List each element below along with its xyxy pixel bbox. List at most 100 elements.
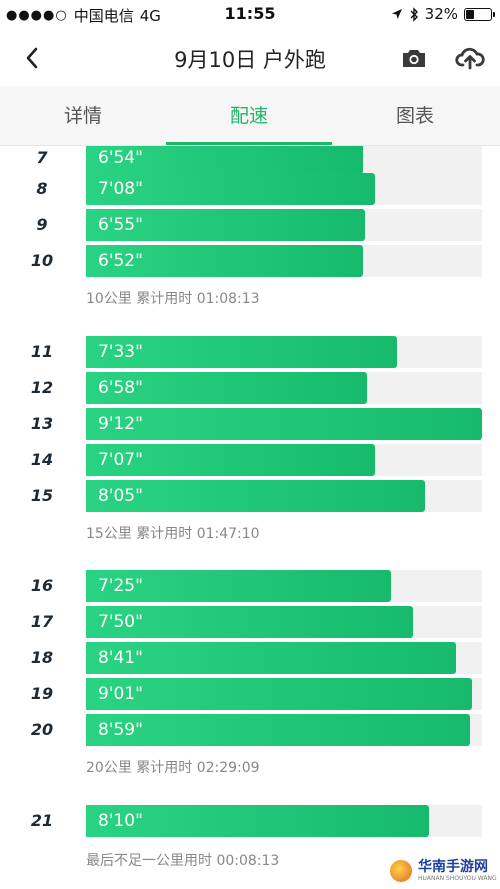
split-row: 14 7'07" [0, 444, 500, 476]
summary-last: 最后不足一公里用时 00:08:13 [86, 853, 280, 869]
tab-active-indicator [166, 142, 332, 145]
pace-value: 9'12" [98, 414, 143, 434]
watermark-logo-icon [388, 858, 414, 884]
bar-track: 7'07" [86, 444, 482, 476]
km-label: 21 [30, 811, 54, 830]
status-left: ●●●●○ 中国电信 4G [6, 5, 161, 26]
battery-icon [464, 7, 495, 21]
split-row: 13 9'12" [0, 408, 500, 440]
split-row: 17 7'50" [0, 606, 500, 638]
cloud-upload-icon [455, 47, 485, 70]
back-button[interactable] [16, 42, 48, 74]
km-label: 9 [36, 215, 48, 234]
nav-bar: 9月10日 户外跑 [0, 30, 500, 86]
bar-track: 8'59" [86, 714, 482, 746]
signal-strength-icon: ●●●●○ [6, 8, 68, 23]
bar-track: 6'54" [86, 146, 482, 174]
split-row: 15 8'05" [0, 480, 500, 512]
carrier-name: 中国电信 [73, 7, 134, 25]
bar-track: 6'55" [86, 209, 482, 241]
chevron-left-icon [26, 47, 38, 69]
pace-bar: 7'25" [86, 570, 391, 602]
battery-percent: 32% [424, 5, 458, 23]
km-label: 18 [30, 648, 54, 667]
pace-value: 8'41" [98, 648, 143, 668]
split-row: 11 7'33" [0, 336, 500, 368]
pace-value: 9'01" [98, 684, 143, 704]
km-label: 8 [36, 179, 48, 198]
bar-track: 7'33" [86, 336, 482, 368]
bar-track: 6'52" [86, 245, 482, 277]
camera-icon [403, 50, 425, 67]
pace-list[interactable]: 7 6'54" 8 7'08" 9 6'55" 10 6'52" 10公里 累计… [0, 146, 500, 889]
bar-track: 6'58" [86, 372, 482, 404]
pace-value: 8'10" [98, 811, 143, 831]
km-label: 15 [30, 486, 54, 505]
location-arrow-icon [391, 9, 402, 19]
tab-charts[interactable]: 图表 [395, 105, 434, 127]
pace-value: 7'50" [98, 612, 143, 632]
summary-15km: 15公里 累计用时 01:47:10 [86, 526, 260, 542]
pace-value: 7'07" [98, 450, 143, 470]
km-label: 10 [30, 251, 54, 270]
pace-bar: 7'33" [86, 336, 397, 368]
pace-bar: 6'54" [86, 146, 363, 174]
split-row: 16 7'25" [0, 570, 500, 602]
km-label: 20 [30, 720, 54, 739]
camera-button[interactable] [398, 42, 430, 74]
tab-pace[interactable]: 配速 [229, 105, 268, 127]
bluetooth-icon [410, 6, 418, 22]
watermark-text: 华南手游网 HUANAN SHOUYOU WANG [418, 860, 497, 882]
bar-track: 8'10" [86, 805, 482, 837]
pace-bar: 8'59" [86, 714, 470, 746]
watermark-sub: HUANAN SHOUYOU WANG [418, 875, 497, 882]
watermark-main: 华南手游网 [418, 859, 488, 875]
pace-bar: 8'10" [86, 805, 429, 837]
bar-track: 7'08" [86, 173, 482, 205]
split-row: 21 8'10" [0, 805, 500, 837]
pace-bar: 6'52" [86, 245, 363, 277]
split-row: 19 9'01" [0, 678, 500, 710]
km-label: 19 [30, 684, 54, 703]
km-label: 13 [30, 414, 54, 433]
pace-bar: 9'12" [86, 408, 482, 440]
bar-track: 7'50" [86, 606, 482, 638]
page-title: 9月10日 户外跑 [174, 48, 326, 72]
status-right: 32% [391, 5, 495, 23]
split-row: 20 8'59" [0, 714, 500, 746]
bar-track: 7'25" [86, 570, 482, 602]
tab-bar: 详情 配速 图表 [0, 86, 500, 146]
pace-value: 7'25" [98, 576, 143, 596]
pace-bar: 9'01" [86, 678, 472, 710]
pace-bar: 6'55" [86, 209, 365, 241]
km-label: 17 [30, 612, 54, 631]
pace-value: 7'33" [98, 342, 143, 362]
km-label: 11 [30, 342, 54, 361]
summary-10km: 10公里 累计用时 01:08:13 [86, 291, 260, 307]
tab-details[interactable]: 详情 [63, 105, 102, 127]
pace-bar: 8'05" [86, 480, 425, 512]
pace-value: 6'55" [98, 215, 143, 235]
bar-track: 9'01" [86, 678, 482, 710]
km-label: 7 [36, 148, 48, 167]
pace-bar: 8'41" [86, 642, 456, 674]
pace-value: 8'59" [98, 720, 143, 740]
pace-bar: 7'07" [86, 444, 375, 476]
pace-value: 8'05" [98, 486, 143, 506]
status-bar: ●●●●○ 中国电信 4G 11:55 32% [0, 0, 500, 30]
km-label: 12 [30, 378, 54, 397]
upload-button[interactable] [452, 42, 488, 74]
pace-value: 6'54" [98, 148, 143, 168]
km-label: 14 [30, 450, 54, 469]
status-time: 11:55 [224, 4, 276, 23]
bar-track: 9'12" [86, 408, 482, 440]
split-row: 18 8'41" [0, 642, 500, 674]
split-row: 10 6'52" [0, 245, 500, 277]
pace-value: 6'58" [98, 378, 143, 398]
split-row: 8 7'08" [0, 173, 500, 205]
bar-track: 8'41" [86, 642, 482, 674]
watermark: 华南手游网 HUANAN SHOUYOU WANG [388, 856, 498, 886]
split-row: 9 6'55" [0, 209, 500, 241]
split-row: 7 6'54" [0, 146, 500, 174]
split-row: 12 6'58" [0, 372, 500, 404]
